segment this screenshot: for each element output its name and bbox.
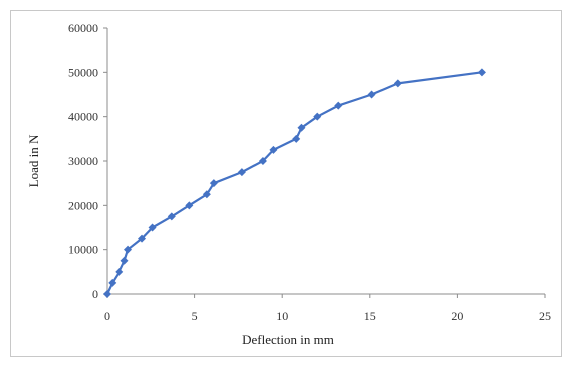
data-point-marker (313, 112, 322, 121)
x-tick-label: 10 (276, 309, 288, 323)
y-tick-label: 50000 (68, 65, 98, 79)
data-point-marker (292, 134, 301, 143)
chart-frame (10, 10, 562, 357)
data-point-marker (148, 223, 157, 232)
x-tick-label: 20 (451, 309, 463, 323)
data-point-marker (297, 123, 306, 132)
data-point-marker (209, 179, 218, 188)
data-point-marker (258, 157, 267, 165)
data-point-marker (167, 212, 176, 221)
y-tick-label: 10000 (68, 243, 98, 257)
y-axis-title: Load in N (26, 134, 41, 187)
data-point-marker (185, 201, 194, 210)
data-point-marker (108, 278, 117, 287)
data-point-marker (202, 190, 211, 199)
data-point-marker (138, 234, 147, 243)
data-point-marker (103, 290, 111, 298)
data-point-marker (477, 68, 486, 77)
y-tick-label: 20000 (68, 198, 98, 212)
x-tick-label: 15 (364, 309, 376, 323)
y-tick-label: 0 (92, 287, 98, 301)
x-axis-title: Deflection in mm (242, 332, 334, 347)
axes (106, 28, 545, 295)
data-point-marker (115, 267, 124, 276)
data-point-marker (269, 145, 278, 154)
y-tick-label: 60000 (68, 21, 98, 35)
series-line (106, 71, 483, 295)
y-tick-label: 30000 (68, 154, 98, 168)
x-tick-label: 25 (539, 309, 551, 323)
data-point-marker (334, 101, 343, 110)
data-point-marker (237, 168, 246, 177)
data-point-marker (367, 90, 376, 99)
x-tick-label: 5 (192, 309, 198, 323)
tick-labels: 0 5 10 15 20 25 0 10000 20000 30000 40000 50000 6000… (68, 21, 551, 323)
data-point-marker (120, 256, 129, 265)
series-layer (103, 68, 486, 298)
y-tick-label: 40000 (68, 110, 98, 124)
data-point-marker (124, 245, 133, 254)
data-point-marker (393, 79, 402, 88)
x-tick-label: 0 (104, 309, 110, 323)
